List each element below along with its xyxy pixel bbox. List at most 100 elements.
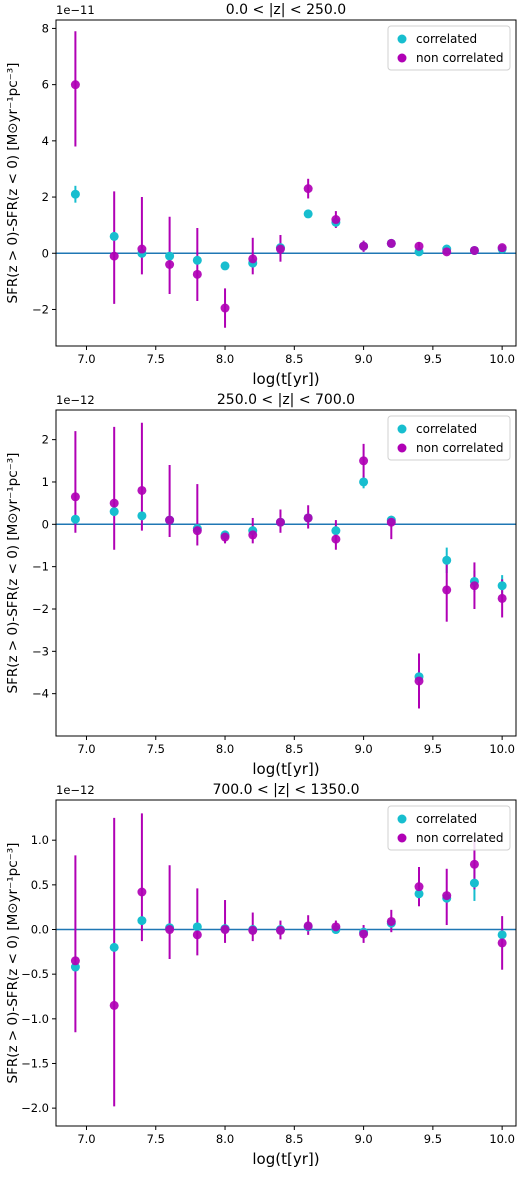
x-tick-label: 9.0: [354, 352, 372, 366]
series-non-correlated: [74, 813, 504, 1107]
data-point: [359, 477, 369, 487]
y-tick-label: −3: [32, 644, 49, 658]
data-point: [497, 938, 507, 948]
series-correlated: [74, 475, 504, 684]
data-point: [248, 530, 258, 540]
data-point: [442, 891, 452, 901]
legend-box: [387, 415, 511, 461]
data-point: [414, 882, 424, 892]
data-point: [192, 255, 202, 265]
data-point: [165, 251, 175, 261]
data-point: [414, 889, 424, 899]
offset-label: 1e−12: [56, 783, 95, 797]
data-point: [192, 930, 202, 940]
chart-panel-2: 7.0 7.5 8.0 8.5 9.0 9.5 10.0 −4 −3 −2 −1 0 1 2 1e−12 lo…: [5, 393, 517, 778]
data-point: [137, 511, 147, 521]
data-point: [220, 925, 230, 935]
data-point: [386, 517, 396, 527]
x-tick-label: 8.0: [216, 352, 234, 366]
chart-panel-1: 7.0 7.5 8.0 8.5 9.0 9.5 10.0 −2 0 2 4 6 8 1e−11 log(t[…: [5, 3, 517, 388]
y-tick-label: 0.0: [31, 923, 49, 937]
data-point: [109, 1000, 119, 1010]
chart-title: 250.0 < |z| < 700.0: [217, 392, 355, 408]
data-point: [303, 184, 313, 194]
legend: correlated non correlated: [387, 805, 511, 851]
legend-label: correlated: [416, 422, 477, 436]
x-tick-label: 9.5: [424, 742, 442, 756]
data-point: [331, 534, 341, 544]
data-point: [192, 922, 202, 932]
data-point: [165, 515, 175, 525]
y-tick-label: −1.5: [21, 1056, 49, 1070]
data-point: [469, 859, 479, 869]
data-point: [70, 80, 80, 90]
y-axis-label: SFR(z > 0)-SFR(z < 0) [M⊙yr⁻¹pc⁻³]: [5, 453, 21, 694]
legend-marker: [397, 424, 407, 434]
legend-box: [387, 25, 511, 71]
data-point: [70, 962, 80, 972]
x-tick-label: 8.0: [216, 742, 234, 756]
x-tick-label: 10.0: [489, 1132, 515, 1146]
x-tick-label: 10.0: [489, 742, 515, 756]
offset-label: 1e−12: [56, 393, 95, 407]
data-point: [275, 925, 285, 935]
plot-frame: [55, 409, 517, 737]
data-point: [442, 585, 452, 595]
data-point: [275, 244, 285, 254]
data-point: [442, 555, 452, 565]
legend: correlated non correlated: [387, 25, 511, 71]
data-point: [192, 526, 202, 536]
legend-marker: [397, 443, 407, 453]
y-tick-label: 0: [42, 246, 49, 260]
x-tick-label: 9.5: [424, 1132, 442, 1146]
data-point: [70, 514, 80, 524]
x-tick-label: 10.0: [489, 352, 515, 366]
data-point: [359, 929, 369, 939]
y-tick-label: 0: [42, 517, 49, 531]
x-tick-label: 9.0: [354, 1132, 372, 1146]
x-axis-label: log(t[yr]): [252, 370, 319, 388]
data-point: [109, 251, 119, 261]
data-point: [109, 942, 119, 952]
data-point: [414, 241, 424, 251]
data-point: [70, 189, 80, 199]
y-tick-label: 1.0: [31, 833, 49, 847]
data-point: [275, 517, 285, 527]
x-tick-label: 8.5: [285, 352, 303, 366]
y-tick-label: 0.5: [31, 878, 49, 892]
y-tick-label: 2: [42, 190, 49, 204]
data-point: [220, 303, 230, 313]
x-tick-label: 8.0: [216, 1132, 234, 1146]
markers-non-correlated: [70, 80, 507, 313]
data-point: [497, 930, 507, 940]
data-point: [137, 244, 147, 254]
markers-correlated: [70, 189, 507, 271]
legend-box: [387, 805, 511, 851]
y-tick-label: −1: [32, 560, 49, 574]
data-point: [386, 916, 396, 926]
chart-panel-3: 7.0 7.5 8.0 8.5 9.0 9.5 10.0 −2.0 −1.5 −1.0 −0.5 0.…: [5, 783, 517, 1168]
plot-frame: [55, 19, 517, 347]
x-tick-label: 7.5: [147, 352, 165, 366]
y-axis-label: SFR(z > 0)-SFR(z < 0) [M⊙yr⁻¹pc⁻³]: [5, 63, 21, 304]
series-non-correlated: [74, 422, 504, 709]
data-point: [331, 526, 341, 536]
markers-non-correlated: [70, 456, 507, 686]
data-point: [414, 676, 424, 686]
data-point: [303, 209, 313, 219]
x-tick-label: 7.0: [77, 1132, 95, 1146]
x-tick-label: 9.0: [354, 742, 372, 756]
data-point: [359, 241, 369, 251]
data-point: [442, 247, 452, 257]
y-tick-label: −4: [32, 687, 49, 701]
data-point: [248, 254, 258, 264]
data-point: [220, 532, 230, 542]
data-point: [70, 956, 80, 966]
data-point: [469, 581, 479, 591]
data-point: [165, 925, 175, 935]
data-point: [109, 507, 119, 517]
legend-marker: [397, 814, 407, 824]
data-point: [331, 215, 341, 225]
